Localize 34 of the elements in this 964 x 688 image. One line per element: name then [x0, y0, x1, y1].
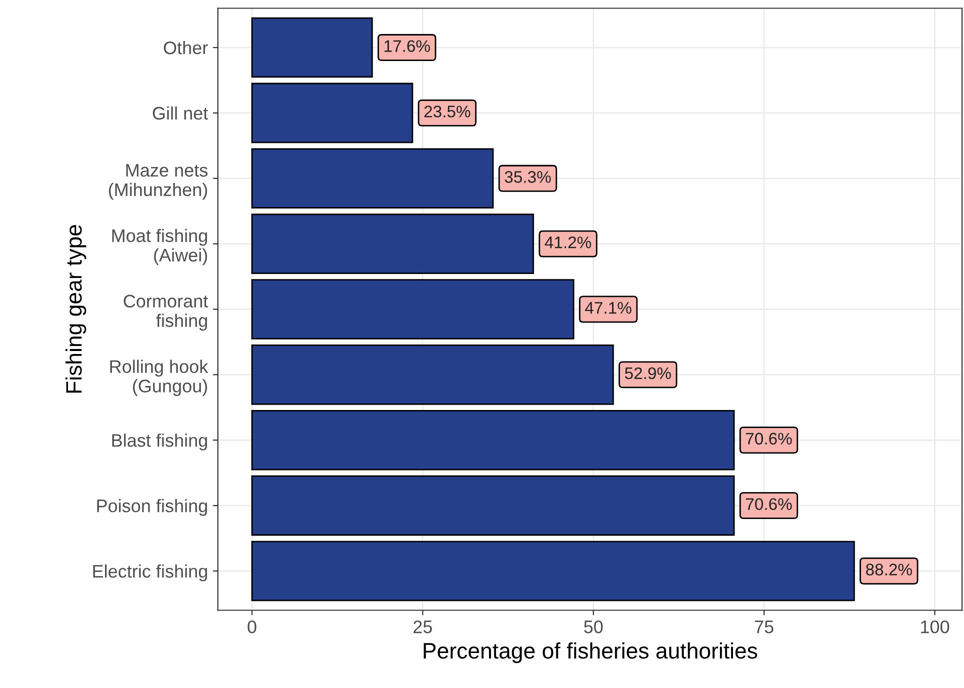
data-label: 23.5% — [424, 106, 470, 118]
data-label: 52.9% — [624, 367, 671, 380]
bar — [251, 540, 855, 602]
x-tick-label: 25 — [414, 620, 432, 634]
data-label: 41.2% — [544, 236, 592, 248]
x-tick-label: 75 — [754, 620, 774, 634]
bar — [251, 17, 373, 78]
data-label: 17.6% — [384, 40, 430, 52]
data-label: 70.6% — [746, 432, 792, 445]
y-tick-label: Moat fishing (Aiwei) — [112, 228, 208, 266]
x-axis-title: Percentage of fisheries authorities — [424, 642, 758, 664]
y-tick-label: Other — [164, 40, 208, 54]
x-tick-label: 50 — [584, 620, 603, 634]
y-tick-label: Cormorant fishing — [124, 294, 208, 331]
data-label: 70.6% — [746, 498, 792, 510]
bar — [251, 410, 735, 470]
bar — [251, 82, 414, 144]
y-tick-label: Electric fishing — [93, 564, 207, 582]
bar — [251, 214, 534, 274]
data-label: 88.2% — [866, 564, 912, 576]
x-tick-label: 100 — [921, 620, 950, 634]
bar — [251, 279, 574, 340]
y-tick-label: Gill net — [152, 106, 208, 120]
x-tick-label: 0 — [248, 620, 256, 634]
y-tick-label: Blast fishing — [112, 434, 207, 450]
y-axis-title: Fishing gear type — [65, 225, 86, 393]
data-label: 47.1% — [585, 302, 632, 314]
bar — [251, 475, 735, 536]
bar — [251, 148, 494, 209]
y-tick-label: Poison fishing — [97, 499, 207, 516]
y-tick-label: Rolling hook (Gungou) — [110, 360, 208, 396]
data-label: 35.3% — [504, 171, 551, 183]
bar — [251, 344, 614, 405]
y-tick-label: Maze nets (Mihunzhen) — [108, 164, 208, 200]
